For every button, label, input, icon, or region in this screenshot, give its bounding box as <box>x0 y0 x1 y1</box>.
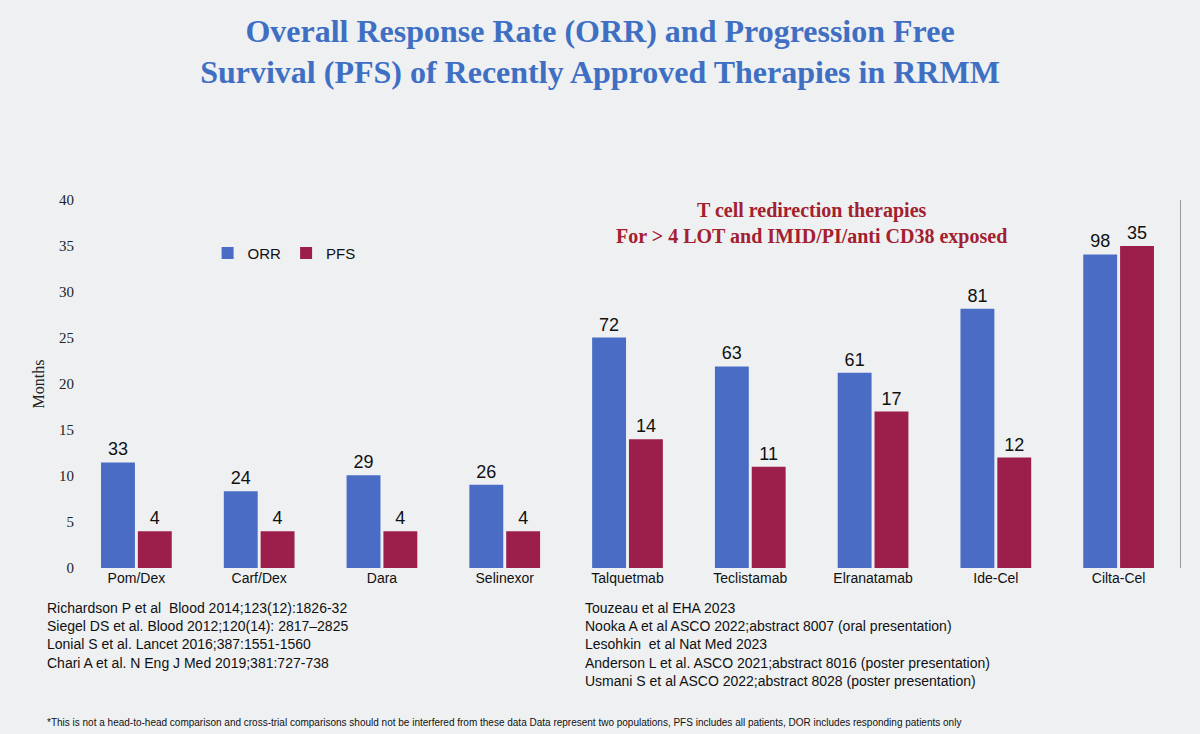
svg-text:11: 11 <box>759 444 778 464</box>
svg-text:5: 5 <box>67 514 75 530</box>
svg-text:Cilta-Cel: Cilta-Cel <box>1092 570 1146 586</box>
svg-text:24: 24 <box>231 468 251 488</box>
svg-text:Carf/Dex: Carf/Dex <box>232 570 287 586</box>
svg-text:PFS: PFS <box>326 245 355 262</box>
svg-text:4: 4 <box>395 508 405 528</box>
svg-text:40: 40 <box>59 192 74 208</box>
svg-text:17: 17 <box>881 389 901 409</box>
svg-text:12: 12 <box>1004 435 1024 455</box>
svg-text:30: 30 <box>59 284 74 300</box>
svg-text:0: 0 <box>67 560 75 576</box>
svg-text:20: 20 <box>59 376 74 392</box>
svg-text:Months: Months <box>30 360 47 409</box>
svg-text:*This is not a head-to-head co: *This is not a head-to-head comparison a… <box>47 717 961 728</box>
svg-text:Teclistamab: Teclistamab <box>713 570 787 586</box>
svg-text:98: 98 <box>1090 231 1110 251</box>
svg-text:25: 25 <box>59 330 74 346</box>
svg-text:Pom/Dex: Pom/Dex <box>108 570 166 586</box>
svg-text:Touzeau et al EHA 2023Nooka A: Touzeau et al EHA 2023Nooka A et al ASCO… <box>585 600 990 689</box>
svg-text:33: 33 <box>108 439 128 459</box>
svg-text:Talquetmab: Talquetmab <box>591 570 664 586</box>
svg-text:T cell redirection therapiesFo: T cell redirection therapiesFor > 4 LOT … <box>616 199 1007 248</box>
svg-text:4: 4 <box>150 508 160 528</box>
svg-text:Overall Response Rate (ORR) an: Overall Response Rate (ORR) and Progress… <box>200 13 1000 91</box>
svg-text:29: 29 <box>354 452 374 472</box>
svg-text:Ide-Cel: Ide-Cel <box>973 570 1018 586</box>
svg-text:61: 61 <box>845 350 865 370</box>
svg-text:Elranatamab: Elranatamab <box>833 570 913 586</box>
svg-text:72: 72 <box>599 315 619 335</box>
svg-text:4: 4 <box>273 508 283 528</box>
svg-text:4: 4 <box>518 508 528 528</box>
svg-text:Richardson P et al Blood 2014: Richardson P et al Blood 2014;123(12):18… <box>47 600 348 671</box>
svg-text:Selinexor: Selinexor <box>476 570 535 586</box>
svg-text:81: 81 <box>967 286 987 306</box>
svg-text:10: 10 <box>59 468 74 484</box>
svg-text:26: 26 <box>476 462 496 482</box>
svg-text:35: 35 <box>59 238 74 254</box>
svg-text:35: 35 <box>1127 223 1147 243</box>
svg-text:15: 15 <box>59 422 74 438</box>
svg-text:Dara: Dara <box>367 570 398 586</box>
svg-text:14: 14 <box>636 416 656 436</box>
svg-text:ORR: ORR <box>248 245 282 262</box>
svg-text:63: 63 <box>722 343 742 363</box>
